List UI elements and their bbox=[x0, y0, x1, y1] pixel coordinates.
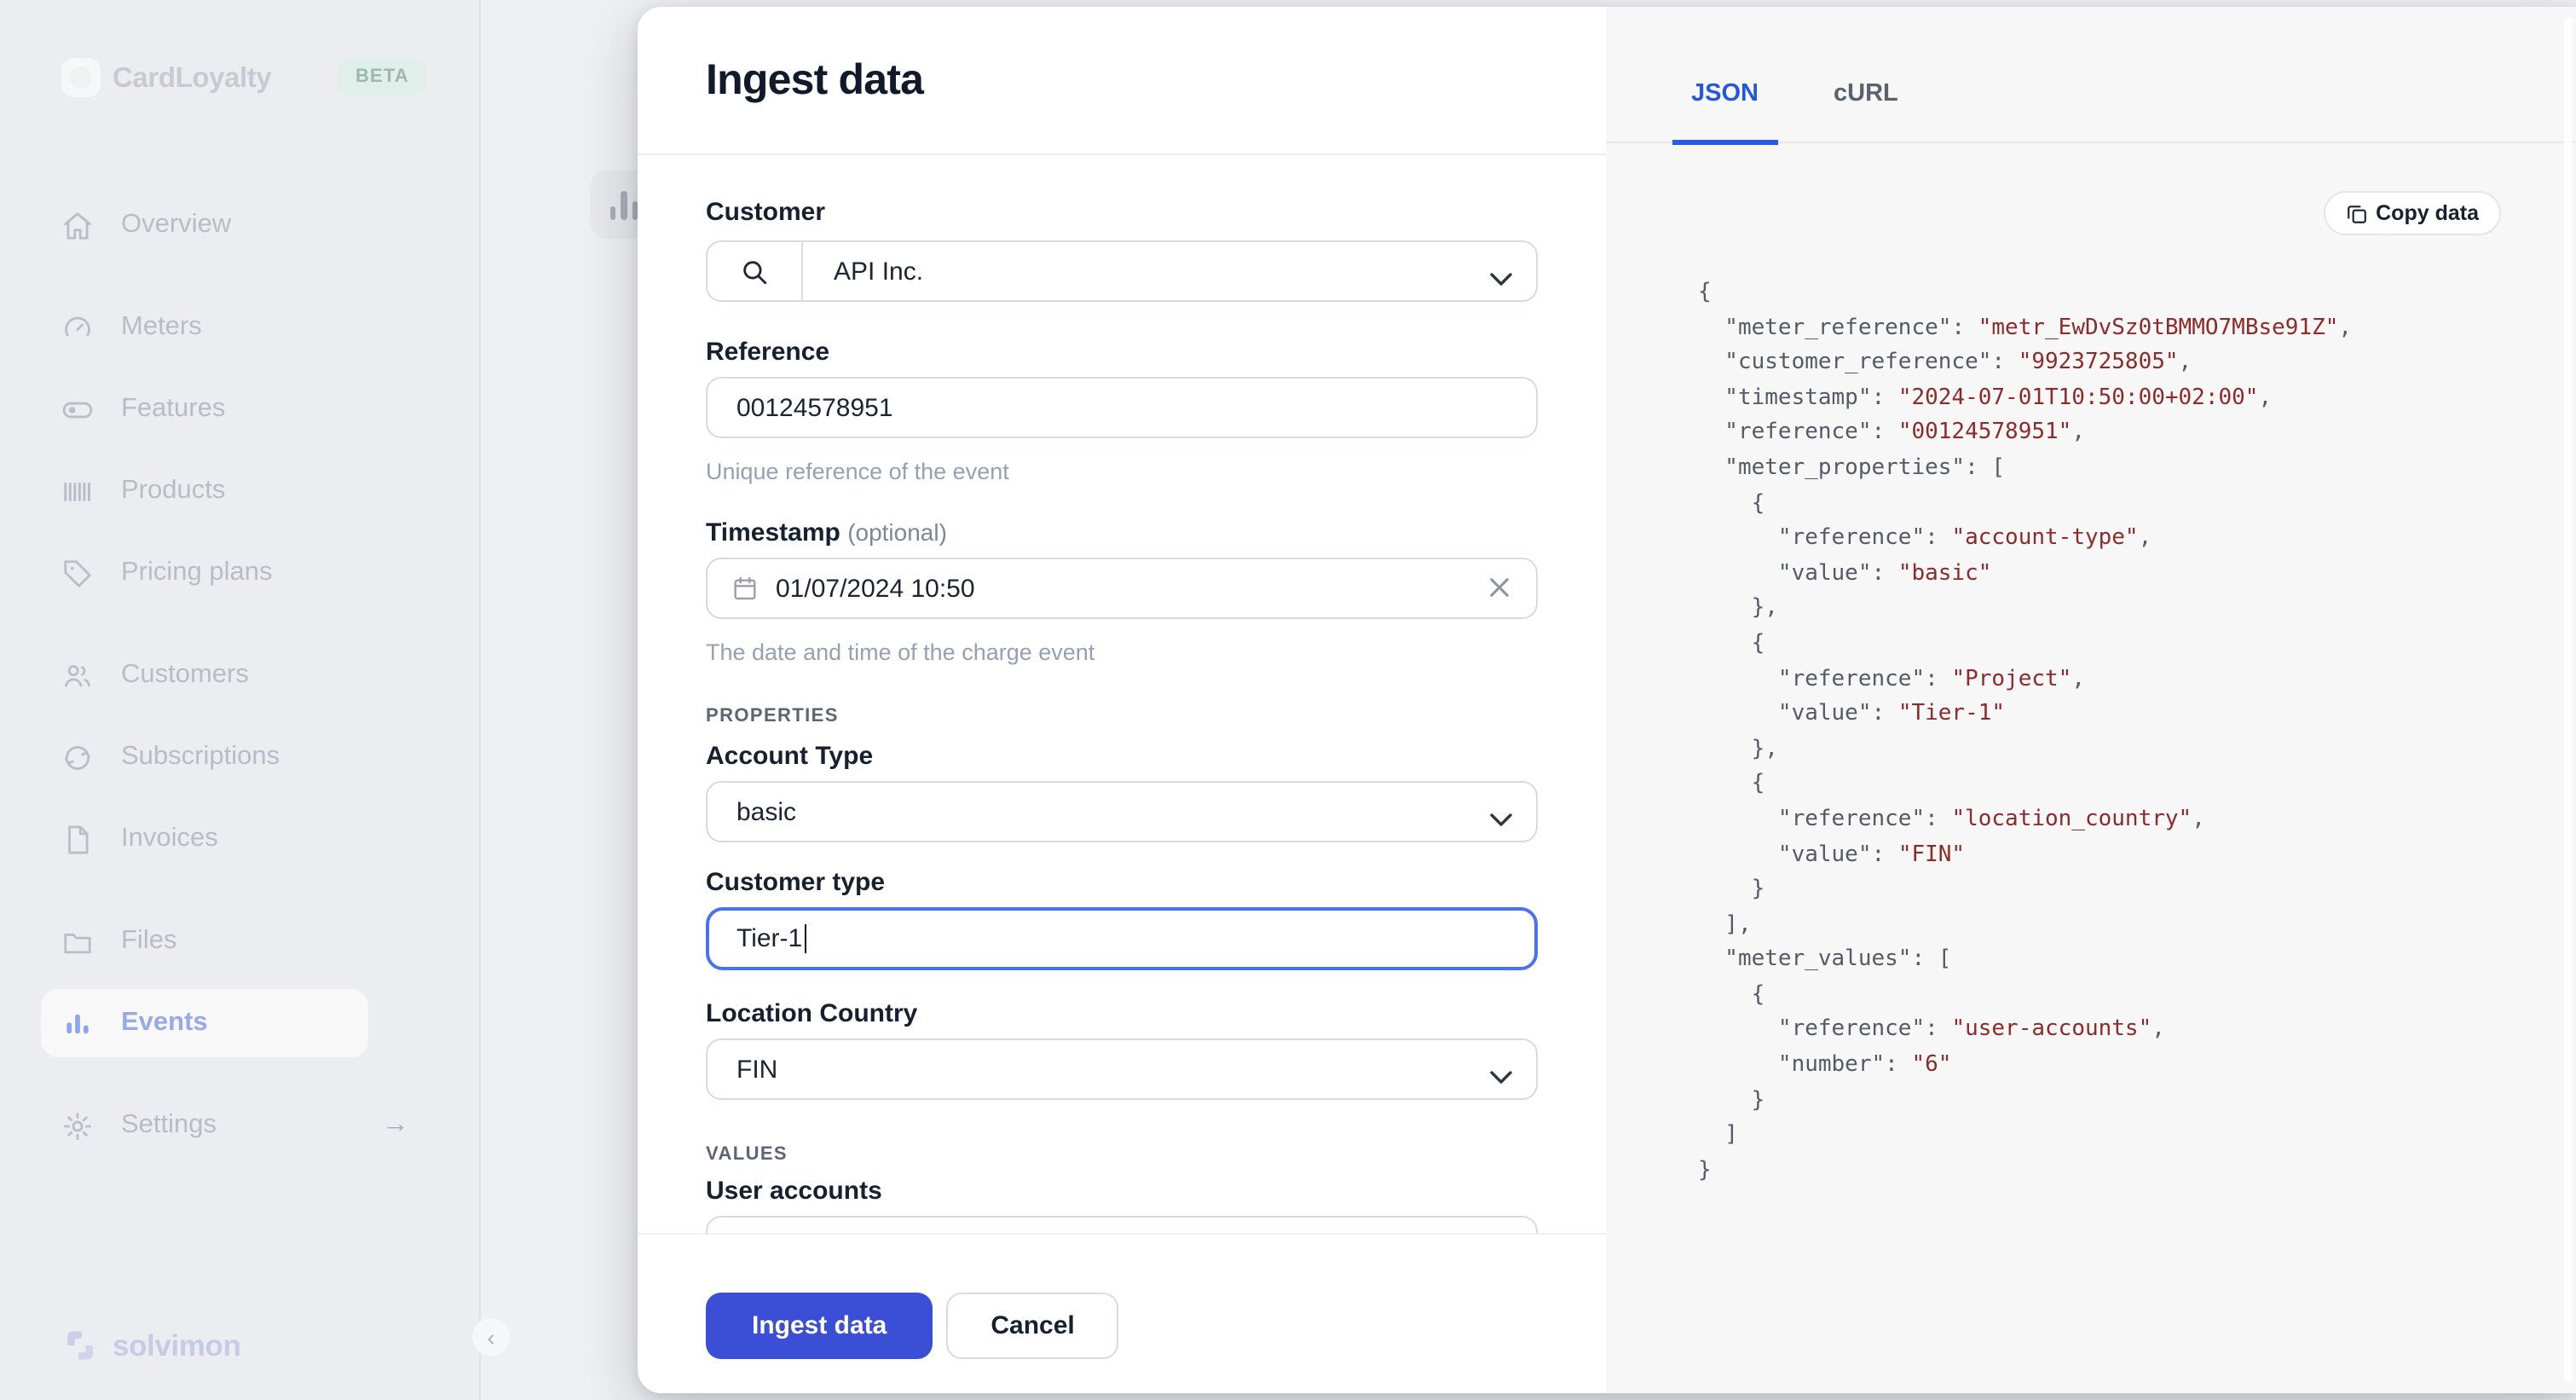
customer-type-input[interactable]: Tier-1 bbox=[706, 907, 1538, 970]
tab-curl[interactable]: cURL bbox=[1834, 80, 1898, 107]
cancel-button[interactable]: Cancel bbox=[946, 1293, 1119, 1359]
copy-data-button[interactable]: Copy data bbox=[2323, 191, 2501, 235]
customer-label: Customer bbox=[706, 198, 826, 227]
solvimon-logo-text: solvimon bbox=[113, 1328, 241, 1362]
reference-input[interactable]: 00124578951 bbox=[706, 377, 1538, 438]
sidebar-item-customers[interactable]: Customers bbox=[41, 641, 440, 709]
app-logo: CardLoyalty BETA bbox=[61, 58, 445, 102]
bar-chart-icon bbox=[61, 1007, 94, 1039]
user-accounts-value: 6 bbox=[736, 1232, 751, 1233]
chevron-down-icon bbox=[1490, 805, 1512, 834]
location-country-value: FIN bbox=[736, 1055, 778, 1084]
sidebar-item-subscriptions[interactable]: Subscriptions bbox=[41, 723, 440, 791]
timestamp-optional-suffix: (optional) bbox=[847, 518, 947, 546]
account-type-select[interactable]: basic bbox=[706, 781, 1538, 842]
sidebar-item-meters[interactable]: Meters bbox=[41, 293, 440, 362]
tab-json[interactable]: JSON bbox=[1672, 44, 1777, 145]
customer-select-value: API Inc. bbox=[834, 257, 924, 286]
chevron-left-icon: ‹ bbox=[487, 1324, 495, 1350]
bar-chart-icon bbox=[609, 190, 638, 219]
text-cursor bbox=[804, 924, 807, 953]
code-tabbar: JSON cURL bbox=[1606, 7, 2576, 145]
gear-icon bbox=[61, 1109, 94, 1142]
sidebar-item-invoices[interactable]: Invoices bbox=[41, 805, 440, 873]
folder-icon bbox=[61, 925, 94, 957]
timestamp-input[interactable]: 01/07/2024 10:50 bbox=[706, 558, 1538, 619]
dialog-title: Ingest data bbox=[706, 55, 924, 103]
toggle-icon bbox=[61, 393, 94, 425]
customer-select[interactable]: API Inc. bbox=[706, 240, 1538, 302]
ingest-data-button[interactable]: Ingest data bbox=[706, 1293, 933, 1359]
app-logo-icon bbox=[61, 58, 101, 97]
sidebar-collapse-button[interactable]: ‹ bbox=[472, 1318, 510, 1356]
solvimon-logo: solvimon bbox=[61, 1327, 241, 1364]
refresh-icon bbox=[61, 741, 94, 773]
sidebar-item-files[interactable]: Files bbox=[41, 907, 440, 975]
dialog-body: Customer API Inc. Reference 00124578951 … bbox=[638, 157, 1606, 1233]
sidebar-item-events[interactable]: Events bbox=[41, 989, 368, 1057]
location-country-select[interactable]: FIN bbox=[706, 1038, 1538, 1100]
tag-icon bbox=[61, 557, 94, 589]
chevron-down-icon bbox=[1490, 1062, 1512, 1091]
home-icon bbox=[61, 209, 94, 241]
ingest-data-dialog: Ingest data Customer API Inc. Reference … bbox=[638, 7, 2576, 1393]
sidebar-item-features[interactable]: Features bbox=[41, 375, 440, 443]
user-accounts-label: User accounts bbox=[706, 1177, 882, 1206]
timestamp-input-value: 01/07/2024 10:50 bbox=[776, 574, 975, 603]
json-payload-code: { "meter_reference": "metr_EwDvSz0tBMMO7… bbox=[1698, 280, 2353, 1183]
app-logo-text: CardLoyalty bbox=[113, 63, 272, 94]
dialog-footer: Ingest data Cancel bbox=[638, 1233, 1606, 1393]
sidebar-divider bbox=[479, 0, 481, 1400]
reference-helper: Unique reference of the event bbox=[706, 459, 1009, 484]
copy-icon bbox=[2345, 202, 2367, 224]
reference-input-value: 00124578951 bbox=[736, 393, 893, 422]
document-icon bbox=[61, 823, 94, 855]
beta-badge: BETA bbox=[338, 58, 426, 95]
sidebar-item-pricing-plans[interactable]: Pricing plans bbox=[41, 539, 440, 607]
arrow-right-icon[interactable]: → bbox=[382, 1110, 409, 1139]
values-section-label: VALUES bbox=[706, 1144, 788, 1165]
account-type-label: Account Type bbox=[706, 742, 874, 771]
users-icon bbox=[61, 659, 94, 691]
sidebar-item-settings[interactable]: Settings → bbox=[41, 1091, 440, 1160]
properties-section-label: PROPERTIES bbox=[706, 706, 839, 726]
sidebar-item-products[interactable]: Products bbox=[41, 457, 440, 525]
location-country-label: Location Country bbox=[706, 999, 918, 1028]
sidebar-item-overview[interactable]: Overview bbox=[41, 191, 440, 259]
barcode-icon bbox=[61, 475, 94, 507]
chevron-down-icon bbox=[1490, 264, 1512, 293]
scrollbar[interactable] bbox=[2564, 17, 2573, 1383]
customer-type-value: Tier-1 bbox=[736, 924, 803, 953]
customer-type-label: Customer type bbox=[706, 868, 886, 897]
reference-label: Reference bbox=[706, 338, 830, 367]
search-icon[interactable] bbox=[708, 242, 803, 300]
account-type-value: basic bbox=[736, 797, 797, 826]
solvimon-logo-icon bbox=[61, 1327, 99, 1364]
clear-icon[interactable] bbox=[1488, 576, 1510, 605]
ingest-form-pane: Ingest data Customer API Inc. Reference … bbox=[638, 7, 1606, 1393]
calendar-icon bbox=[731, 575, 759, 602]
sidebar: CardLoyalty BETA Overview Meters Feature… bbox=[0, 0, 479, 1400]
timestamp-helper: The date and time of the charge event bbox=[706, 639, 1095, 665]
code-preview-pane: JSON cURL Copy data { "meter_reference":… bbox=[1606, 7, 2576, 1393]
user-accounts-input[interactable]: 6 bbox=[706, 1216, 1538, 1233]
dialog-header: Ingest data bbox=[638, 7, 1606, 155]
timestamp-label: Timestamp (optional) bbox=[706, 518, 947, 547]
gauge-icon bbox=[61, 311, 94, 344]
copy-button-label: Copy data bbox=[2376, 201, 2479, 225]
